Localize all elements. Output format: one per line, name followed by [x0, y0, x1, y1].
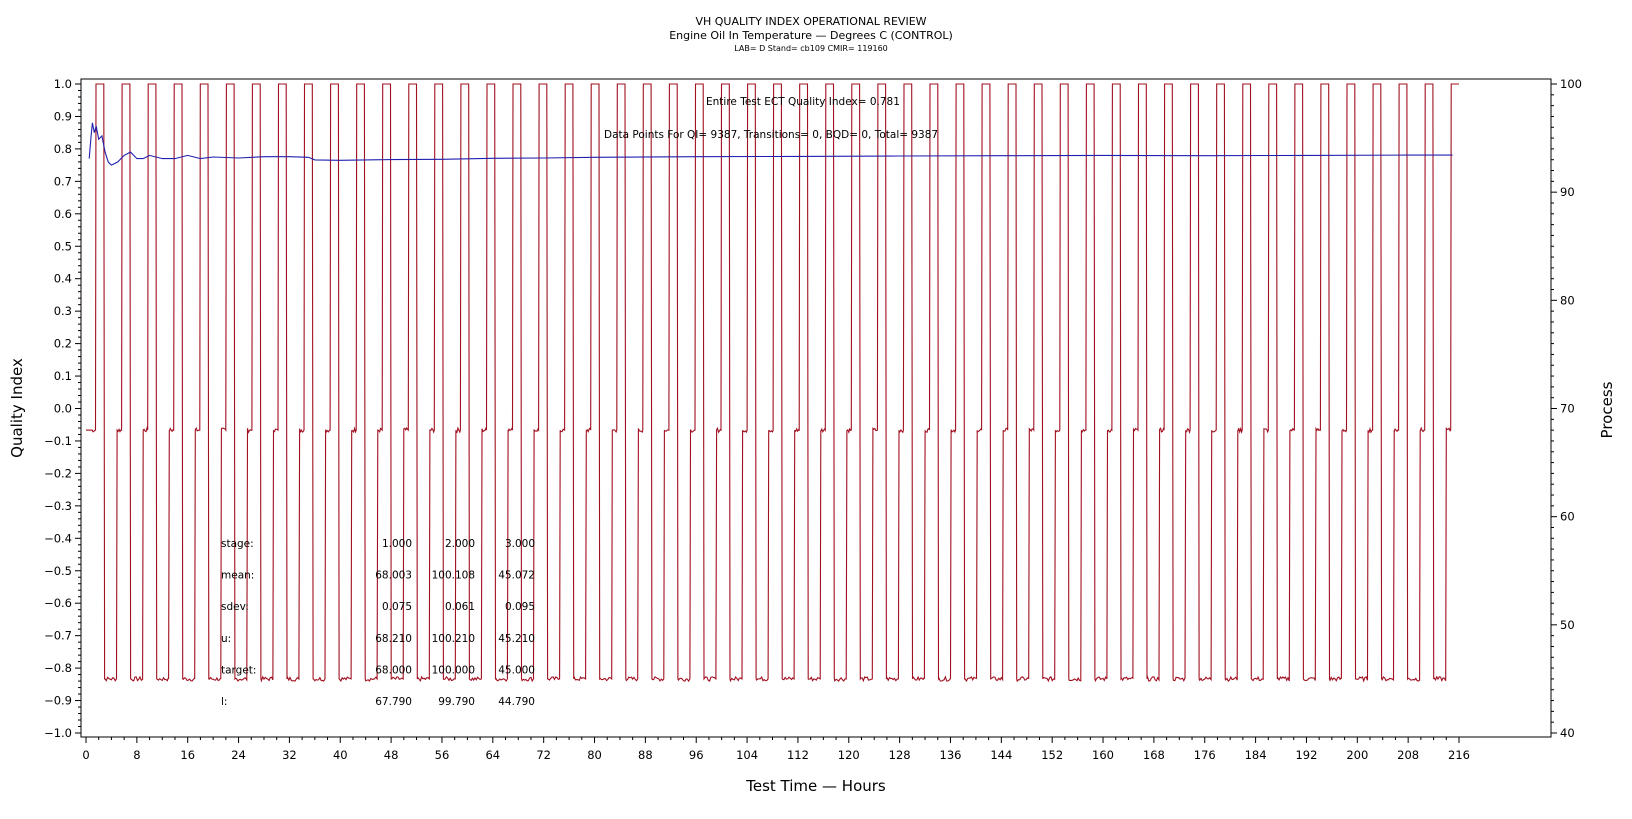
y-tick-label: −1.0	[44, 726, 72, 740]
stats-cell: 100.000	[432, 664, 475, 676]
x-tick-label: 72	[536, 748, 551, 762]
x-tick-label: 184	[1245, 748, 1267, 762]
stats-cell: 100.210	[432, 633, 475, 645]
x-tick-label: 8	[133, 748, 140, 762]
x-tick-label: 48	[384, 748, 399, 762]
y-tick-label: 0.5	[54, 239, 72, 253]
x-tick-label: 0	[82, 748, 89, 762]
x-tick-label: 112	[787, 748, 809, 762]
y-tick-label: −0.1	[44, 434, 72, 448]
y-tick-label: 0.3	[54, 304, 72, 318]
x-tick-label: 56	[435, 748, 450, 762]
x-tick-label: 176	[1194, 748, 1216, 762]
stats-cell: 3.000	[505, 538, 535, 550]
x-axis: 0 8 16 24 32 40 48 56 64 72 80 88 96 104 112 120 128 136 1…	[82, 737, 1470, 762]
x-tick-label: 168	[1143, 748, 1165, 762]
stats-row-label: sdev:	[221, 601, 249, 613]
stats-row-label: u:	[221, 633, 231, 645]
stats-cell: 68.210	[375, 633, 412, 645]
y-tick-label: 0.7	[54, 174, 72, 188]
y2-tick-label: 80	[1560, 293, 1575, 307]
y-tick-label: −0.4	[44, 531, 72, 545]
stats-cell: 0.075	[382, 601, 412, 613]
stats-cell: 2.000	[445, 538, 475, 550]
y-tick-label: 0.9	[54, 109, 72, 123]
y-tick-label: −0.2	[44, 466, 72, 480]
stats-cell: 45.072	[498, 570, 535, 582]
x-tick-label: 128	[889, 748, 911, 762]
stats-cell: 0.095	[505, 601, 535, 613]
y-axis-right: 40 50 60 70 80 90 100	[1551, 77, 1582, 740]
x-tick-label: 152	[1041, 748, 1063, 762]
x-tick-label: 200	[1346, 748, 1368, 762]
process-series-line	[85, 83, 1459, 683]
points-annotation: Data Points For QI= 9387, Transitions= 0…	[604, 129, 938, 141]
x-tick-label: 104	[736, 748, 758, 762]
stats-row-label: mean:	[221, 570, 254, 582]
y-tick-label: −0.6	[44, 596, 72, 610]
quality-index-series-line	[88, 122, 1453, 166]
stats-table: stage: 1.000 2.000 3.000 mean: 68.003 100.108 4…	[221, 538, 535, 708]
stats-cell: 100.108	[432, 570, 475, 582]
y-tick-label: −0.9	[44, 694, 72, 708]
y-tick-label: 0.0	[54, 402, 72, 416]
chart-subtitle: Engine Oil In Temperature — Degrees C (C…	[669, 29, 953, 42]
x-tick-label: 40	[333, 748, 348, 762]
stats-cell: 45.210	[498, 633, 535, 645]
x-tick-label: 216	[1448, 748, 1470, 762]
x-tick-label: 136	[940, 748, 962, 762]
y-tick-label: 0.6	[54, 207, 72, 221]
x-tick-label: 144	[990, 748, 1012, 762]
stats-cell: 44.790	[498, 696, 535, 708]
y2-tick-label: 40	[1560, 726, 1575, 740]
plot-area	[85, 83, 1459, 683]
x-tick-label: 208	[1397, 748, 1419, 762]
stats-cell: 68.003	[375, 570, 412, 582]
stats-cell: 45.000	[498, 664, 535, 676]
x-tick-label: 80	[587, 748, 602, 762]
x-tick-label: 120	[838, 748, 860, 762]
y-tick-label: 0.4	[54, 272, 72, 286]
x-tick-label: 88	[638, 748, 653, 762]
y2-tick-label: 70	[1560, 402, 1575, 416]
stats-cell: 1.000	[382, 538, 412, 550]
x-tick-label: 192	[1295, 748, 1317, 762]
plot-frame	[80, 78, 1552, 738]
y-tick-label: −0.5	[44, 564, 72, 578]
x-tick-label: 16	[180, 748, 195, 762]
stats-cell: 99.790	[438, 696, 475, 708]
x-tick-label: 96	[689, 748, 704, 762]
y-tick-label: 0.2	[54, 337, 72, 351]
stats-cell: 0.061	[445, 601, 475, 613]
x-tick-label: 160	[1092, 748, 1114, 762]
y2-tick-label: 60	[1560, 510, 1575, 524]
x-tick-label: 32	[282, 748, 297, 762]
y2-tick-label: 100	[1560, 77, 1582, 91]
y-tick-label: −0.3	[44, 499, 72, 513]
stats-row-label: stage:	[221, 538, 254, 550]
chart-subtitle-2: LAB= D Stand= cb109 CMIR= 119160	[734, 44, 888, 53]
x-axis-label: Test Time — Hours	[745, 777, 886, 795]
stats-cell: 68.000	[375, 664, 412, 676]
x-tick-label: 24	[231, 748, 246, 762]
stats-row-label: l:	[221, 696, 227, 708]
y2-tick-label: 50	[1560, 618, 1575, 632]
stats-row-label: target:	[221, 664, 256, 676]
y-tick-label: −0.7	[44, 629, 72, 643]
y-tick-label: 1.0	[54, 77, 72, 91]
x-tick-label: 64	[485, 748, 500, 762]
y-tick-label: 0.8	[54, 142, 72, 156]
y2-axis-label: Process	[1598, 381, 1616, 438]
y-tick-label: 0.1	[54, 369, 72, 383]
chart-title: VH QUALITY INDEX OPERATIONAL REVIEW	[695, 15, 926, 28]
y-tick-label: −0.8	[44, 661, 72, 675]
y2-tick-label: 90	[1560, 185, 1575, 199]
y-axis-left: −1.0 −0.9 −0.8 −0.7 −0.6 −0.5 −0.4 −0.3 −0.2 −0.1…	[44, 77, 81, 740]
qi-annotation: Entire Test ECT Quality Index= 0.781	[706, 96, 900, 108]
stats-cell: 67.790	[375, 696, 412, 708]
y-axis-label: Quality Index	[8, 358, 26, 458]
